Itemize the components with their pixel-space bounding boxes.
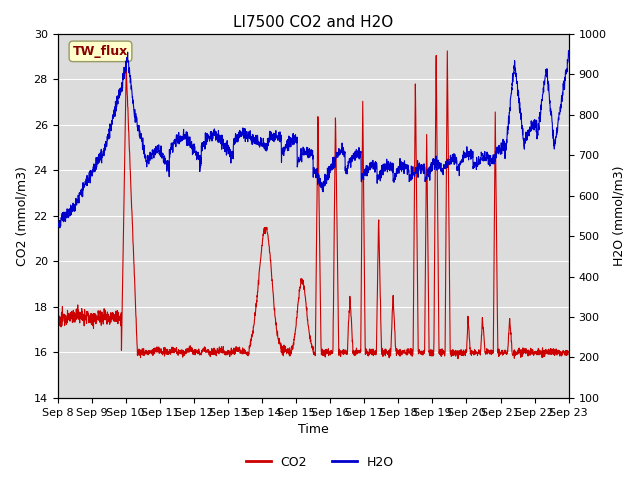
Y-axis label: H2O (mmol/m3): H2O (mmol/m3): [612, 166, 625, 266]
Legend: CO2, H2O: CO2, H2O: [241, 451, 399, 474]
Text: TW_flux: TW_flux: [73, 45, 128, 58]
X-axis label: Time: Time: [298, 423, 328, 436]
Y-axis label: CO2 (mmol/m3): CO2 (mmol/m3): [15, 166, 28, 266]
Title: LI7500 CO2 and H2O: LI7500 CO2 and H2O: [233, 15, 393, 30]
